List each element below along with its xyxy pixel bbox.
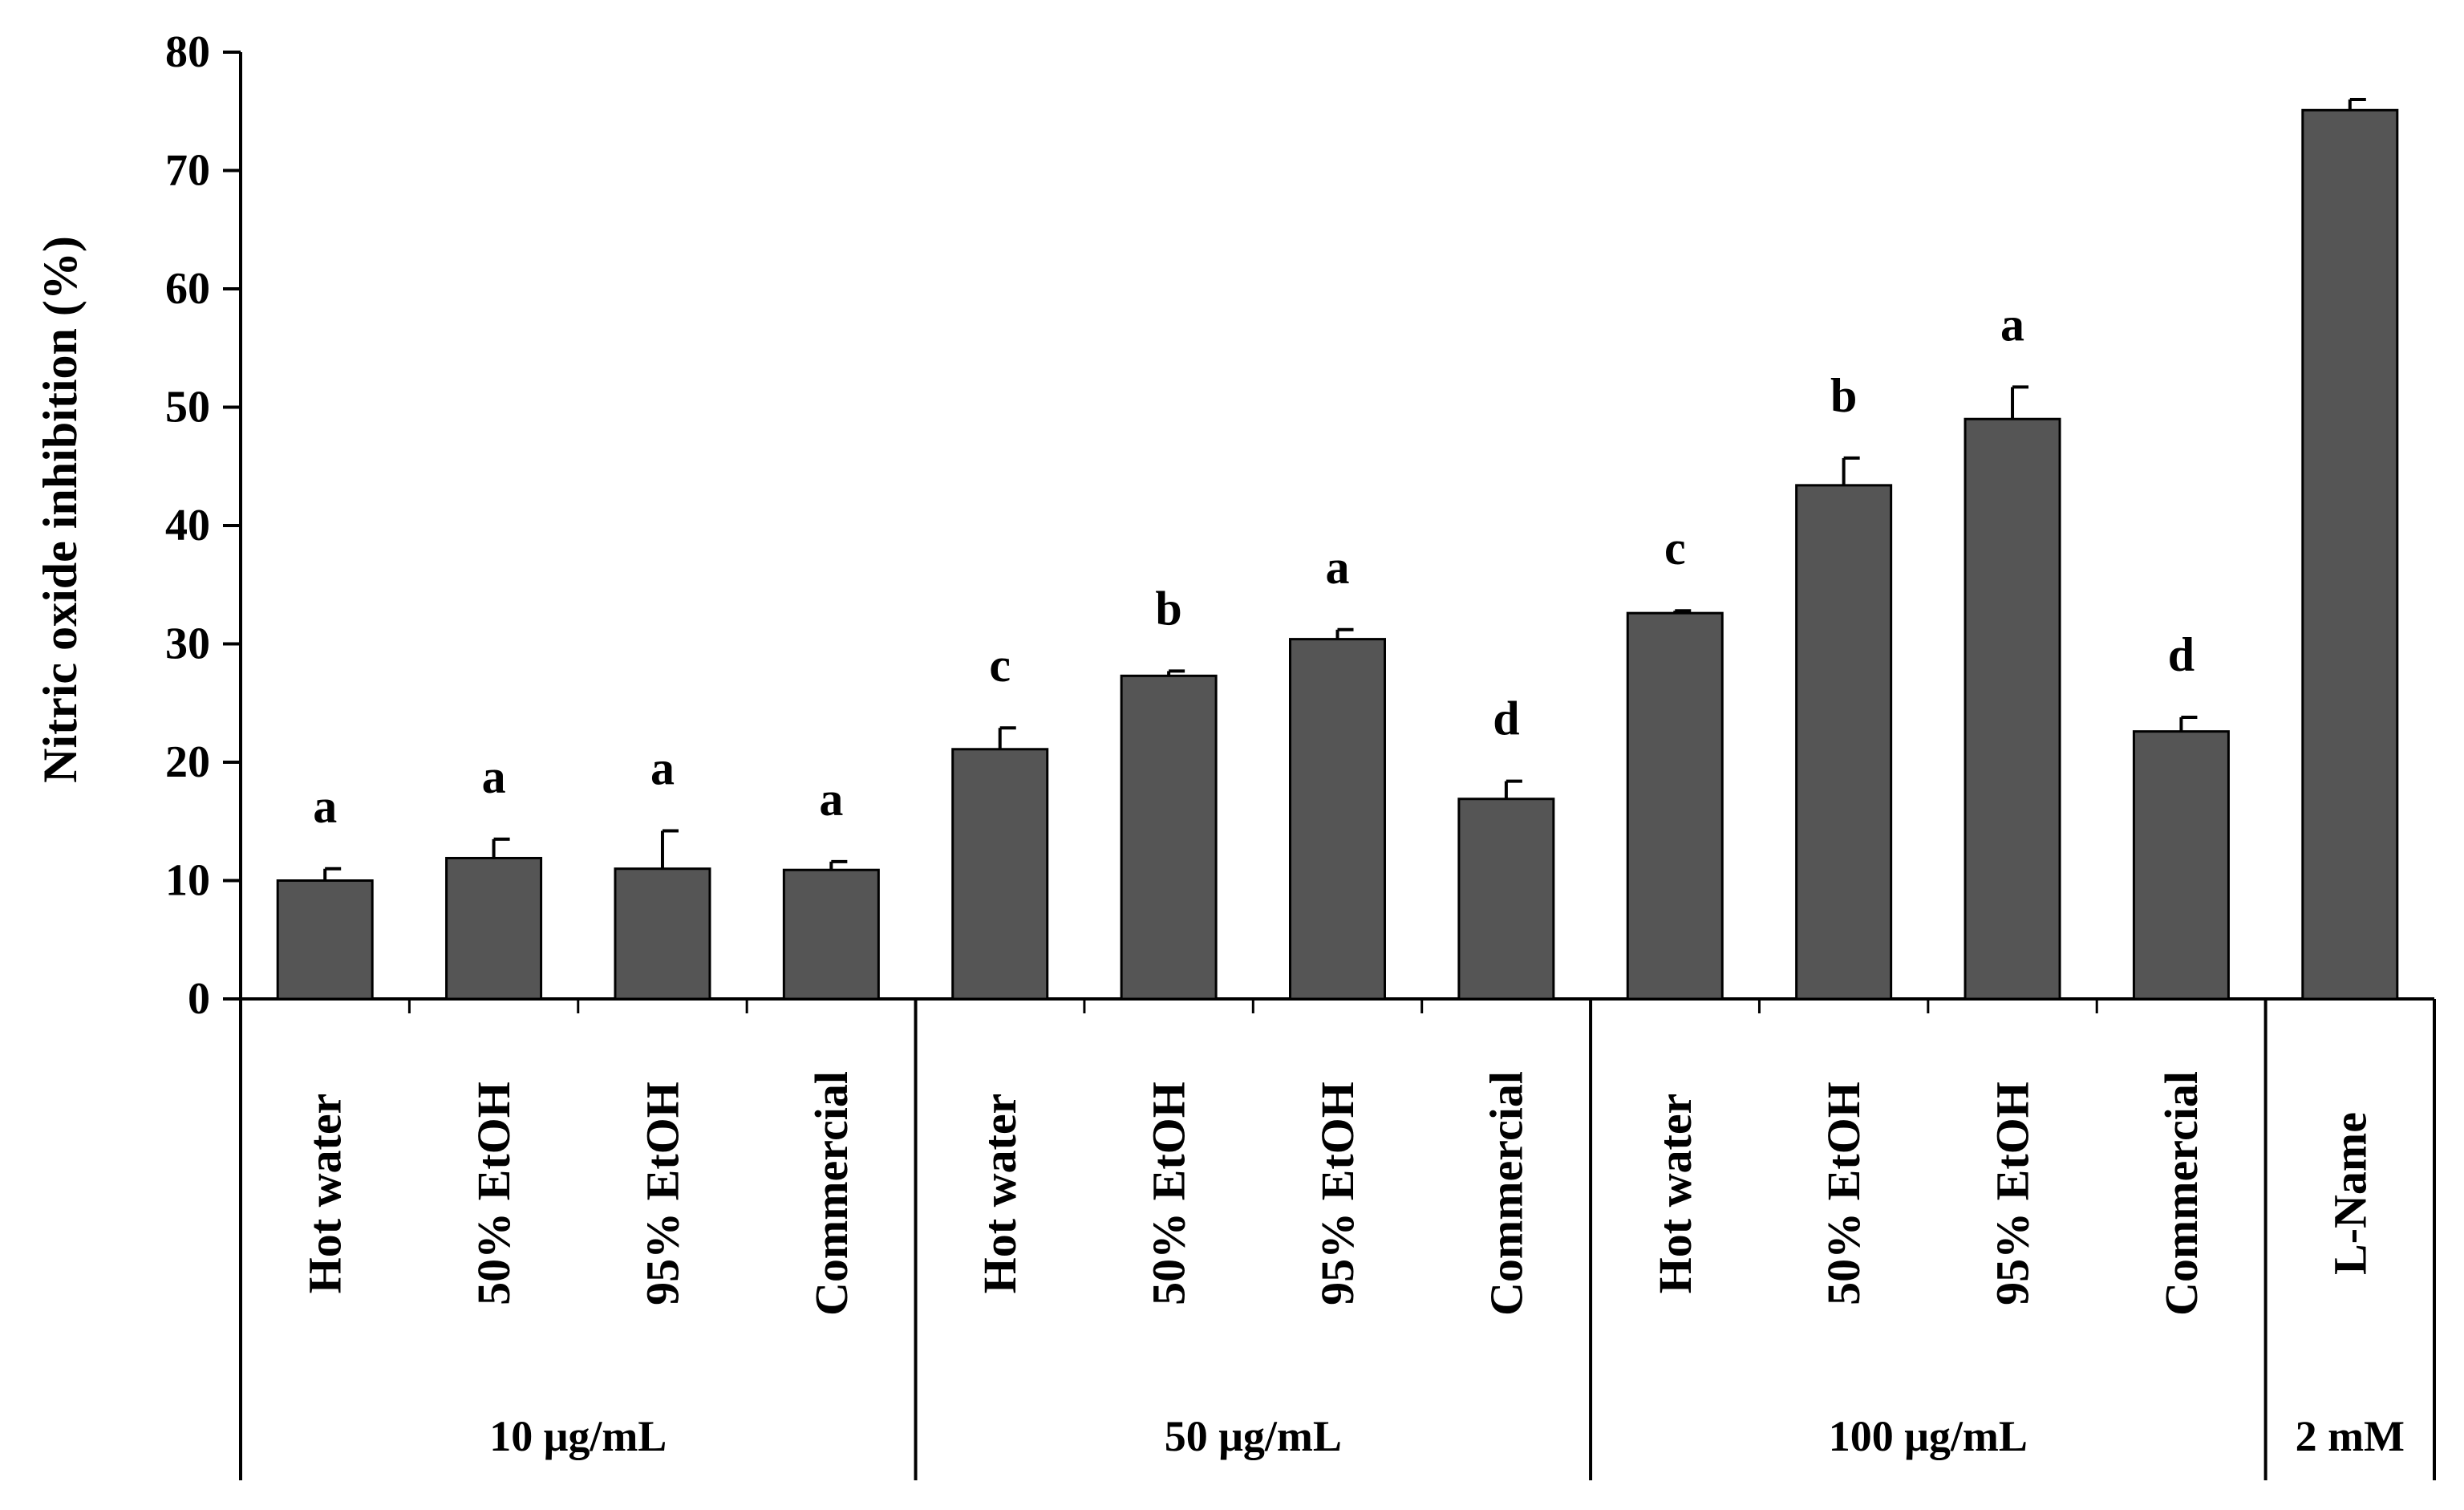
group-label: 100 μg/mL: [1829, 1412, 2028, 1460]
significance-letter: a: [2000, 298, 2024, 351]
significance-letter: a: [482, 750, 506, 803]
bar: [1964, 417, 2061, 1001]
group-label: 50 μg/mL: [1165, 1412, 1342, 1460]
significance-letter: a: [819, 773, 843, 826]
bar: [951, 748, 1049, 1001]
axes: 0 10 20 30 40 50 60 70 80: [165, 27, 2436, 1480]
category-label: Commercial: [805, 1071, 857, 1316]
category-labels: Hot water 50% EtOH 95% EtOH Commercial Hot w…: [299, 1071, 2377, 1316]
category-label: 95% EtOH: [1987, 1082, 2039, 1305]
significance-letter: d: [1493, 692, 1519, 745]
error-bars: [323, 98, 2366, 881]
category-label: 50% EtOH: [1818, 1082, 1870, 1305]
significance-letter: a: [1326, 541, 1350, 594]
y-axis-title: Nitric oxide inhibition (%): [34, 236, 87, 783]
significance-letter: b: [1155, 582, 1181, 635]
significance-letter: d: [2168, 628, 2194, 681]
y-tick-label: 40: [165, 501, 210, 550]
category-label: 95% EtOH: [1311, 1082, 1364, 1305]
y-tick-label: 0: [188, 974, 210, 1024]
bar: [1457, 798, 1555, 1001]
category-label: L-Name: [2324, 1112, 2376, 1275]
y-tick-label: 50: [165, 383, 210, 432]
significance-letter: b: [1830, 369, 1857, 422]
group-labels: 10 μg/mL 50 μg/mL 100 μg/mL 2 mM: [489, 1412, 2405, 1460]
significance-letter: a: [313, 780, 337, 833]
category-label: 95% EtOH: [636, 1082, 688, 1305]
significance-letter: a: [650, 742, 675, 795]
category-label: Hot water: [974, 1094, 1026, 1294]
bar: [1120, 674, 1218, 1001]
bar: [1626, 611, 1724, 1001]
group-label: 2 mM: [2296, 1412, 2405, 1460]
category-label: Hot water: [1649, 1094, 1701, 1294]
bar: [782, 868, 880, 1001]
category-label: Commercial: [2155, 1071, 2207, 1316]
y-tick-label: 30: [165, 619, 210, 669]
category-label: 50% EtOH: [468, 1082, 520, 1305]
group-label: 10 μg/mL: [489, 1412, 667, 1460]
bar: [1795, 484, 1893, 1001]
significance-letter: c: [1664, 522, 1686, 574]
category-label: 50% EtOH: [1143, 1082, 1195, 1305]
y-tick-label: 20: [165, 737, 210, 787]
category-label: Commercial: [1480, 1071, 1532, 1316]
category-label: Hot water: [299, 1094, 351, 1294]
bar: [614, 867, 711, 1001]
significance-letter: c: [989, 639, 1011, 692]
y-tick-label: 80: [165, 27, 210, 77]
y-axis-title-group: Nitric oxide inhibition (%): [34, 236, 87, 783]
bar: [1289, 638, 1386, 1001]
significance-letters: a a a a c b a d c b a d: [313, 298, 2194, 832]
y-tick-label: 60: [165, 264, 210, 314]
bar: [2301, 108, 2399, 1001]
y-tick-label: 70: [165, 146, 210, 196]
bar: [445, 856, 543, 1001]
bar: [276, 879, 374, 1001]
bars: [276, 108, 2399, 1001]
bar: [2132, 730, 2230, 1001]
y-tick-label: 10: [165, 856, 210, 906]
